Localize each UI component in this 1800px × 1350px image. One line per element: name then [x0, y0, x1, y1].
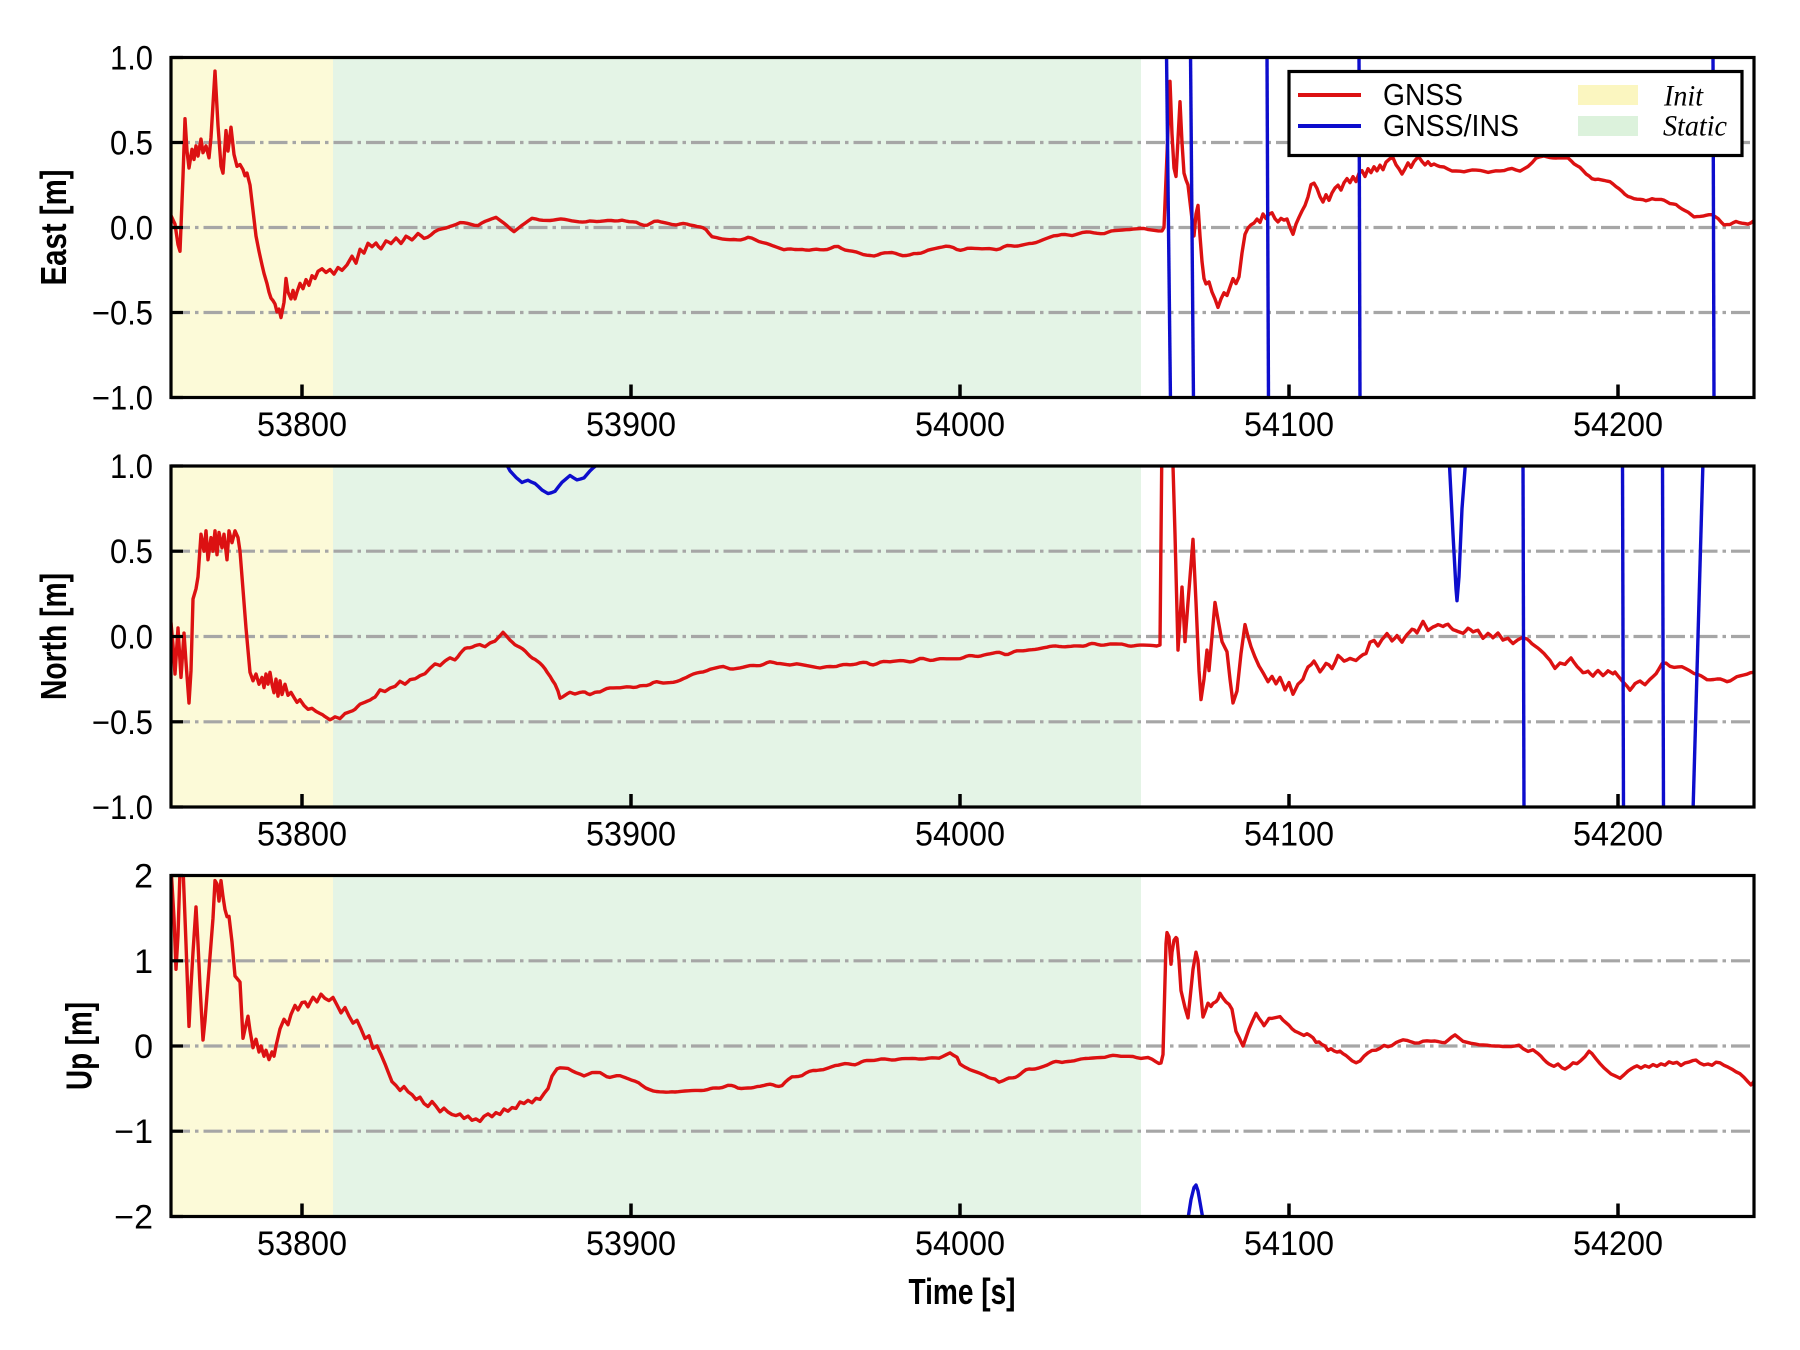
svg-text:−0.5: −0.5 — [92, 704, 153, 742]
svg-text:−1.0: −1.0 — [92, 380, 153, 418]
svg-text:1: 1 — [134, 943, 153, 981]
svg-text:North [m]: North [m] — [33, 573, 74, 700]
svg-text:54000: 54000 — [915, 406, 1005, 444]
svg-text:53900: 53900 — [586, 1225, 676, 1263]
svg-text:0.5: 0.5 — [110, 125, 153, 163]
svg-text:54100: 54100 — [1244, 406, 1334, 444]
svg-text:2: 2 — [134, 858, 153, 896]
svg-text:−2: −2 — [114, 1199, 153, 1237]
svg-text:−1.0: −1.0 — [92, 789, 153, 827]
svg-text:GNSS: GNSS — [1383, 77, 1463, 112]
svg-text:0.0: 0.0 — [110, 619, 153, 657]
svg-text:54000: 54000 — [915, 1225, 1005, 1263]
svg-text:53800: 53800 — [257, 406, 347, 444]
svg-text:East [m]: East [m] — [33, 170, 74, 286]
svg-text:0.0: 0.0 — [110, 210, 153, 248]
svg-text:−0.5: −0.5 — [92, 295, 153, 333]
svg-text:0.5: 0.5 — [110, 533, 153, 571]
svg-text:Static: Static — [1663, 110, 1727, 143]
svg-text:54200: 54200 — [1573, 1225, 1663, 1263]
svg-text:Up [m]: Up [m] — [59, 1002, 100, 1090]
svg-text:54100: 54100 — [1244, 1225, 1334, 1263]
svg-text:Init: Init — [1663, 80, 1704, 113]
svg-text:53800: 53800 — [257, 1225, 347, 1263]
svg-text:54200: 54200 — [1573, 816, 1663, 854]
svg-text:54100: 54100 — [1244, 816, 1334, 854]
svg-text:0: 0 — [134, 1028, 153, 1066]
svg-text:1.0: 1.0 — [110, 448, 153, 486]
svg-text:1.0: 1.0 — [110, 40, 153, 78]
svg-text:53800: 53800 — [257, 816, 347, 854]
svg-text:53900: 53900 — [586, 406, 676, 444]
svg-text:53900: 53900 — [586, 816, 676, 854]
svg-text:Time [s]: Time [s] — [909, 1271, 1016, 1312]
svg-text:54000: 54000 — [915, 816, 1005, 854]
svg-text:GNSS/INS: GNSS/INS — [1383, 108, 1519, 143]
svg-text:−1: −1 — [114, 1113, 153, 1151]
svg-text:54200: 54200 — [1573, 406, 1663, 444]
